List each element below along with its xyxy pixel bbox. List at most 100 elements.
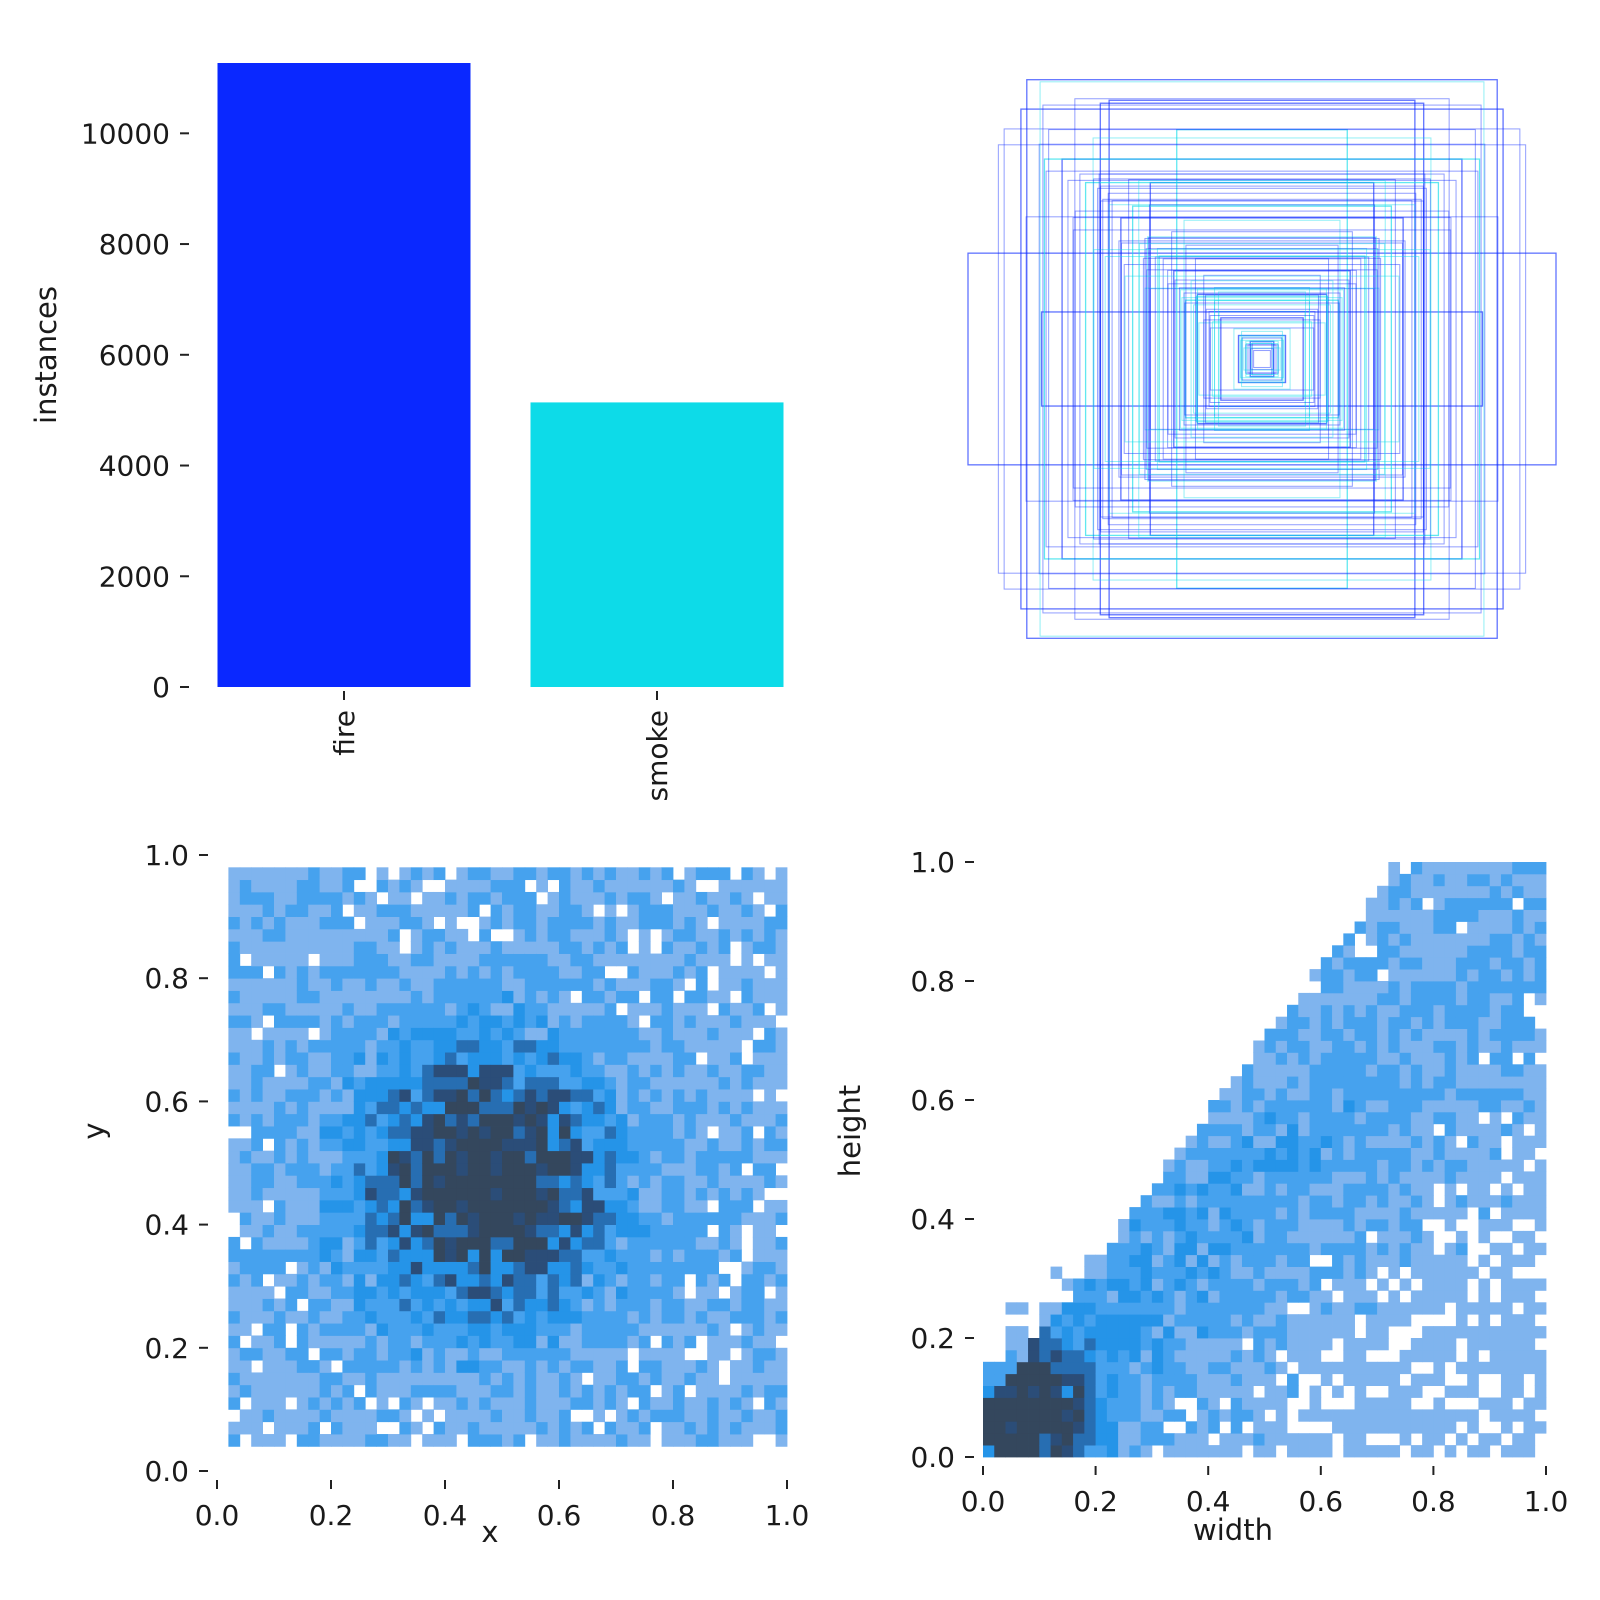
heatmap-cell	[274, 1052, 286, 1065]
heatmap-cell	[593, 1286, 605, 1299]
heatmap-cell	[1354, 1004, 1367, 1018]
heatmap-cell	[1332, 1219, 1344, 1232]
heatmap-cell	[1253, 1338, 1265, 1351]
heatmap-cell	[650, 1064, 662, 1078]
heatmap-cell	[490, 1199, 503, 1213]
heatmap-cell	[1365, 1254, 1378, 1267]
heatmap-cell	[673, 1397, 685, 1410]
heatmap-cell	[1512, 1230, 1524, 1244]
heatmap-cell	[399, 891, 412, 905]
heatmap-cell	[1163, 1314, 1175, 1327]
heatmap-cell	[479, 953, 491, 967]
heatmap-cell	[399, 1224, 412, 1238]
heatmap-cell	[604, 978, 617, 991]
heatmap-cell	[285, 1015, 298, 1028]
heatmap-cell	[228, 1150, 241, 1164]
heatmap-cell	[1309, 1266, 1322, 1279]
heatmap-cell	[764, 1101, 776, 1115]
heatmap-cell	[627, 990, 640, 1004]
heatmap-cell	[1444, 1266, 1457, 1279]
heatmap-cell	[1467, 1147, 1479, 1160]
heatmap-cell	[1118, 1385, 1130, 1398]
heatmap-cell	[365, 1150, 377, 1164]
heatmap-cell	[559, 1126, 571, 1139]
heatmap-cell	[251, 1138, 263, 1152]
heatmap-cell	[1343, 1052, 1355, 1065]
heatmap-cell	[1489, 1349, 1502, 1363]
heatmap-cell	[1287, 1207, 1299, 1220]
heatmap-cell	[1332, 1326, 1344, 1339]
heatmap-cell	[1512, 957, 1524, 970]
heatmap-cell	[1185, 1314, 1198, 1327]
heatmap-cell	[274, 1236, 286, 1250]
heatmap-cell	[627, 879, 640, 893]
heatmap-cell	[228, 1310, 241, 1324]
heatmap-cell	[741, 916, 754, 930]
heatmap-cell	[490, 978, 503, 991]
heatmap-cell	[1050, 1445, 1063, 1458]
heatmap-cell	[1444, 1028, 1457, 1041]
heatmap-cell	[1332, 1040, 1344, 1053]
heatmap-cell	[1050, 1421, 1063, 1434]
heatmap-cell	[684, 1052, 697, 1065]
heatmap-cell	[1523, 1135, 1536, 1148]
heatmap-cell	[274, 1212, 286, 1225]
heatmap-cell	[741, 1298, 754, 1312]
heatmap-cell	[707, 1175, 719, 1189]
heatmap-cell	[1444, 992, 1457, 1006]
heatmap-cell	[752, 1236, 765, 1250]
heatmap-cell	[399, 953, 412, 967]
heatmap-cell	[1388, 957, 1401, 970]
heatmap-cell	[1500, 1207, 1513, 1220]
heatmap-cell	[1422, 1183, 1434, 1196]
heatmap-cell	[1500, 1064, 1513, 1077]
heatmap-cell	[239, 1286, 252, 1299]
heatmap-cell	[376, 1027, 389, 1041]
heatmap-cell	[433, 1027, 446, 1041]
heatmap-cell	[1354, 1409, 1367, 1422]
heatmap-cell	[994, 1397, 1006, 1410]
heatmap-cell	[604, 1052, 617, 1065]
heatmap-cell	[353, 1163, 366, 1176]
heatmap-cell	[581, 1113, 594, 1127]
heatmap-cell	[1106, 1421, 1119, 1434]
heatmap-cell	[1489, 957, 1502, 970]
heatmap-cell	[1241, 1207, 1254, 1220]
heatmap-cell	[707, 928, 719, 942]
heatmap-cell	[752, 867, 765, 881]
heatmap-cell	[1061, 1409, 1074, 1422]
heatmap-cell	[684, 879, 697, 893]
heatmap-cell	[1523, 1100, 1536, 1113]
heatmap-cell	[262, 1384, 275, 1398]
heatmap-cell	[638, 1273, 651, 1287]
heatmap-cell	[1332, 1421, 1344, 1434]
heatmap-cell	[1365, 1409, 1378, 1422]
heatmap-cell	[467, 1187, 480, 1201]
heatmap-cell	[365, 1434, 377, 1447]
heatmap-cell	[1106, 1361, 1119, 1375]
heatmap-cell	[399, 1310, 412, 1324]
heatmap-cell	[239, 1052, 252, 1065]
heatmap-cell	[399, 1138, 412, 1152]
heatmap-cell	[741, 1360, 754, 1373]
heatmap-cell	[319, 941, 332, 954]
heatmap-cell	[570, 1138, 583, 1152]
heatmap-cell	[251, 916, 263, 930]
heatmap-cell	[1444, 1004, 1457, 1018]
heatmap-cell	[718, 1310, 731, 1324]
heatmap-cell	[1512, 1445, 1524, 1458]
heatmap-cell	[741, 1384, 754, 1398]
heatmap-cell	[467, 1064, 480, 1078]
heatmap-cell	[707, 904, 719, 917]
heatmap-cell	[1478, 992, 1491, 1006]
heatmap-cell	[1140, 1421, 1153, 1434]
heatmap-cell	[433, 1163, 446, 1176]
heatmap-cell	[752, 1310, 765, 1324]
heatmap-cell	[1185, 1433, 1198, 1446]
heatmap-cell	[388, 1372, 400, 1386]
heatmap-cell	[536, 879, 548, 893]
heatmap-cell	[983, 1397, 995, 1410]
heatmap-cell	[1523, 1302, 1536, 1315]
heatmap-cell	[1163, 1254, 1175, 1267]
heatmap-cell	[319, 891, 332, 905]
